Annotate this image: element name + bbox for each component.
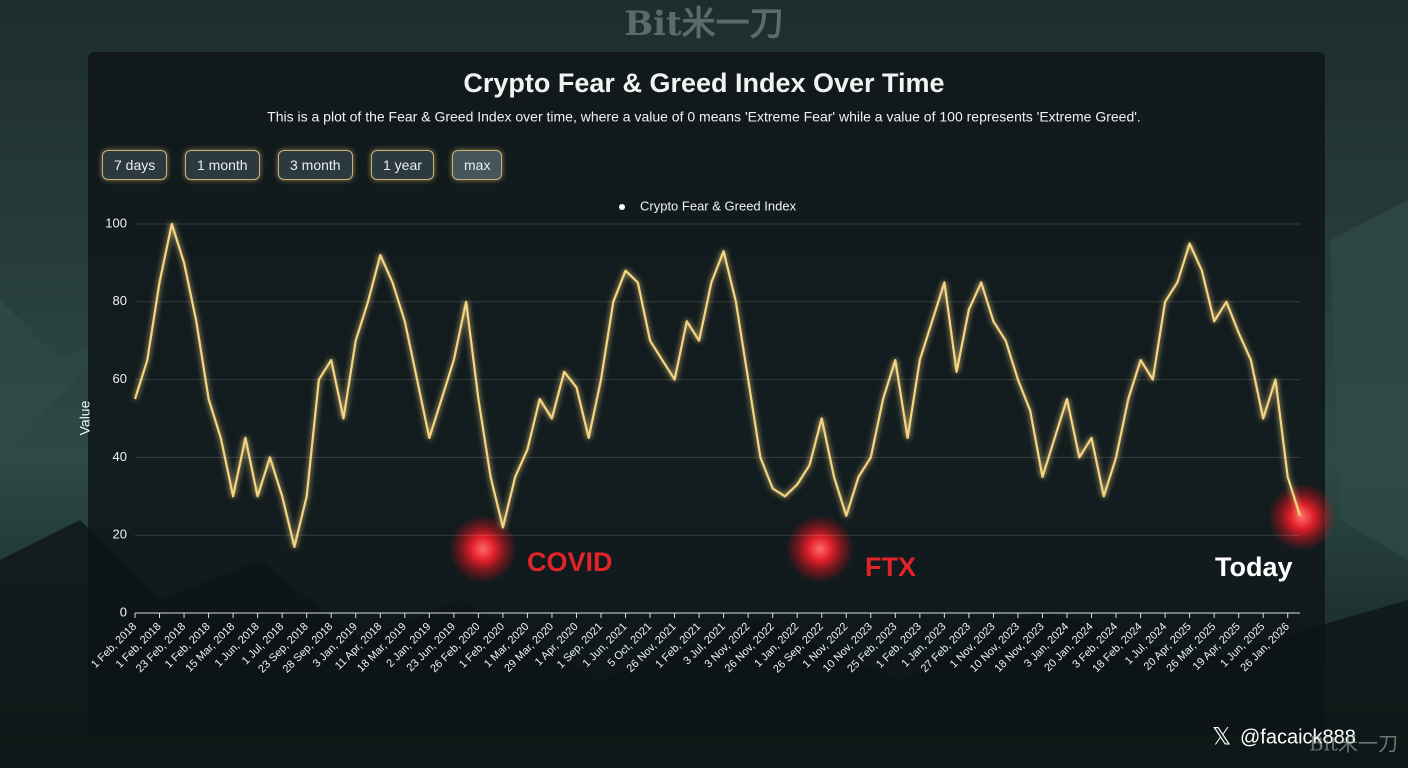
range-button[interactable]: 1 year bbox=[371, 150, 434, 180]
chart-title: Crypto Fear & Greed Index Over Time bbox=[463, 68, 944, 98]
highlight-marker bbox=[449, 515, 517, 583]
y-axis-label: Value bbox=[77, 400, 93, 435]
y-tick-label: 100 bbox=[105, 215, 127, 230]
annotation: FTX bbox=[865, 552, 916, 582]
annotation: COVID bbox=[527, 547, 613, 577]
range-button[interactable]: 7 days bbox=[102, 150, 168, 180]
y-tick-label: 80 bbox=[113, 293, 127, 308]
chart-panel bbox=[88, 52, 1325, 735]
range-button[interactable]: 1 month bbox=[185, 150, 260, 180]
annotation: Today bbox=[1215, 552, 1293, 582]
highlight-marker bbox=[1268, 483, 1336, 551]
chart-subtitle: This is a plot of the Fear & Greed Index… bbox=[267, 109, 1141, 125]
y-tick-label: 40 bbox=[113, 449, 127, 464]
y-tick-label: 0 bbox=[120, 604, 127, 619]
highlight-marker bbox=[786, 515, 854, 583]
y-tick-label: 60 bbox=[113, 371, 127, 386]
watermark: Bit米一刀 bbox=[1309, 732, 1398, 756]
range-button[interactable]: max bbox=[452, 150, 503, 180]
footer-handle: @facaick888 bbox=[1240, 726, 1356, 748]
x-logo: 𝕏 bbox=[1212, 723, 1231, 750]
y-tick-label: 20 bbox=[113, 527, 127, 542]
legend-swatch bbox=[619, 204, 625, 210]
legend-label: Crypto Fear & Greed Index bbox=[640, 198, 797, 213]
range-button[interactable]: 3 month bbox=[278, 150, 353, 180]
data-line bbox=[133, 222, 1302, 548]
watermark: Bit米一刀 bbox=[624, 4, 783, 44]
